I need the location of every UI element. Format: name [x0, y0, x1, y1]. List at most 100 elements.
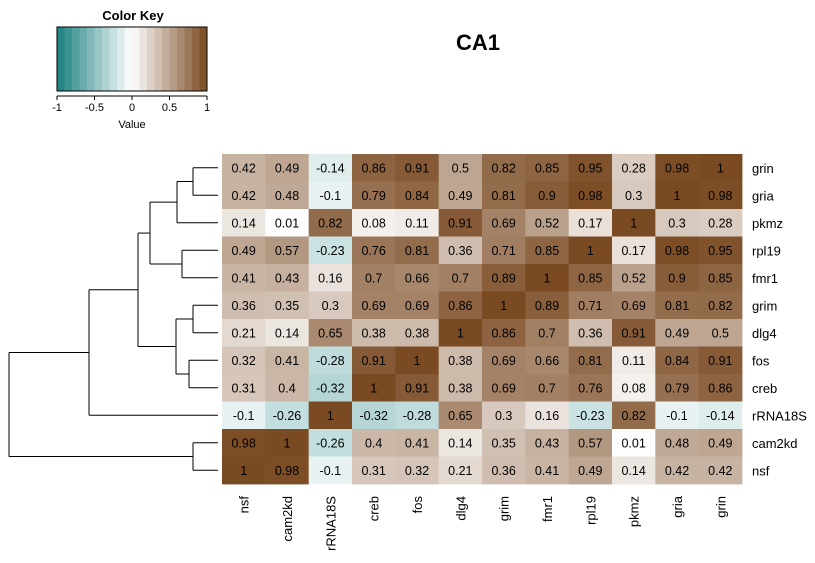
heatmap-cell	[395, 154, 440, 182]
heatmap-cell	[655, 181, 700, 210]
heatmap-cell	[265, 291, 310, 320]
heatmap-cell	[438, 346, 483, 375]
heatmap-cell-label: 0.76	[578, 381, 602, 395]
color-key-swatch	[132, 27, 140, 91]
color-key-swatch	[124, 27, 133, 91]
heatmap-cell	[438, 429, 483, 457]
heatmap-cell	[308, 291, 353, 320]
heatmap-cell	[265, 456, 310, 485]
heatmap-cell-label: 0.43	[535, 436, 559, 450]
heatmap-cell-label: 0.7	[452, 271, 469, 285]
row-dendrogram	[8, 167, 218, 471]
heatmap-cell-label: -0.14	[706, 409, 735, 423]
heatmap-cell	[308, 181, 353, 210]
column-label: dlg4	[453, 496, 468, 521]
heatmap-cell-label: 0.82	[491, 161, 515, 175]
heatmap-cell	[525, 319, 570, 347]
heatmap-cell-label: 0.52	[621, 271, 645, 285]
color-key-tick-label: 0	[129, 102, 135, 114]
heatmap-cell-label: 0.69	[491, 381, 515, 395]
heatmap-cell-label: 0.3	[625, 189, 642, 203]
heatmap-cell-label: 1	[500, 299, 507, 313]
heatmap-cell	[612, 181, 656, 210]
heatmap-cell	[308, 319, 353, 347]
heatmap-cell-label: 0.17	[621, 244, 645, 258]
heatmap-cell	[352, 209, 396, 237]
heatmap-cell-label: 0.3	[322, 299, 339, 313]
heatmap-cell	[655, 319, 700, 347]
heatmap-cell-label: 0.79	[361, 189, 385, 203]
heatmap-cell	[265, 209, 310, 237]
row-label: grim	[752, 298, 777, 313]
heatmap-cell-label: 0.14	[621, 464, 645, 478]
heatmap-cell	[568, 154, 613, 182]
heatmap-cell-label: 0.38	[448, 381, 472, 395]
heatmap-cell-label: 0.36	[231, 299, 255, 313]
heatmap-cell-label: 0.01	[621, 436, 645, 450]
heatmap-cell	[308, 456, 353, 485]
heatmap-cell	[438, 456, 483, 485]
heatmap-cell	[698, 209, 743, 237]
heatmap-cell-label: 0.98	[275, 464, 299, 478]
heatmap-cell-label: -0.32	[359, 409, 388, 423]
row-label: cam2kd	[752, 436, 798, 451]
color-key-tick-label: -0.5	[85, 102, 104, 114]
heatmap-cell	[568, 346, 613, 375]
heatmap-cell	[568, 291, 613, 320]
heatmap-cell-label: 0.91	[448, 216, 472, 230]
heatmap-cell	[525, 456, 570, 485]
heatmap-cell-label: 0.85	[535, 244, 559, 258]
heatmap-cell	[482, 209, 526, 237]
heatmap-cell-label: 0.66	[405, 271, 429, 285]
heatmap-cell	[525, 429, 570, 457]
heatmap-cell	[698, 374, 743, 402]
heatmap-cell-label: 0.57	[578, 436, 602, 450]
color-key-tick-label: 1	[204, 102, 210, 114]
heatmap-cell-label: -0.1	[666, 409, 688, 423]
heatmap-cell	[395, 429, 440, 457]
heatmap-cell-label: 0.69	[491, 216, 515, 230]
heatmap-cell	[655, 429, 700, 457]
heatmap-cell-label: 0.7	[538, 326, 555, 340]
color-key-swatch	[192, 27, 200, 91]
row-label: grin	[752, 161, 774, 176]
heatmap-cell-label: 0.76	[361, 244, 385, 258]
heatmap-cell-label: 0.41	[275, 354, 299, 368]
heatmap-cell-label: 0.86	[708, 381, 732, 395]
heatmap-cell-label: 0.81	[665, 299, 689, 313]
heatmap-cell-label: 0.32	[405, 464, 429, 478]
heatmap-cell-label: 0.91	[361, 354, 385, 368]
heatmap-cell	[698, 236, 743, 265]
heatmap-cell-label: 0.41	[405, 436, 429, 450]
heatmap-cell-label: 0.4	[278, 381, 295, 395]
heatmap-cell	[352, 346, 396, 375]
heatmap-cells	[222, 154, 743, 485]
heatmap-cell-label: 0.3	[495, 409, 512, 423]
heatmap-cell	[482, 401, 526, 430]
heatmap-cell-label: 0.71	[491, 244, 515, 258]
heatmap-cell	[352, 456, 396, 485]
heatmap-cell	[612, 429, 656, 457]
heatmap-cell	[482, 236, 526, 265]
heatmap-cell	[265, 319, 310, 347]
color-key-swatch	[169, 27, 178, 91]
heatmap-cell-label: 1	[457, 326, 464, 340]
heatmap-cell	[698, 429, 743, 457]
heatmap-cell-label: 0.81	[405, 244, 429, 258]
column-label: fmr1	[540, 496, 555, 522]
color-key-swatch	[139, 27, 148, 91]
row-label: rRNA18S	[752, 408, 807, 423]
heatmap-cell-label: 0.08	[361, 216, 385, 230]
heatmap-cell	[568, 209, 613, 237]
heatmap-cell	[612, 236, 656, 265]
color-key-tick-label: 0.5	[162, 102, 177, 114]
heatmap-cell-label: -0.32	[316, 381, 345, 395]
heatmap-cell-label: 0.14	[231, 216, 255, 230]
heatmap-cell-label: 0.3	[668, 216, 685, 230]
heatmap-cell	[352, 154, 396, 182]
heatmap-cell-label: 0.86	[361, 161, 385, 175]
heatmap-cell-label: 0.98	[665, 161, 689, 175]
heatmap-cell	[395, 264, 440, 292]
heatmap-cell-label: 0.65	[448, 409, 472, 423]
column-label: rpl19	[583, 496, 598, 525]
